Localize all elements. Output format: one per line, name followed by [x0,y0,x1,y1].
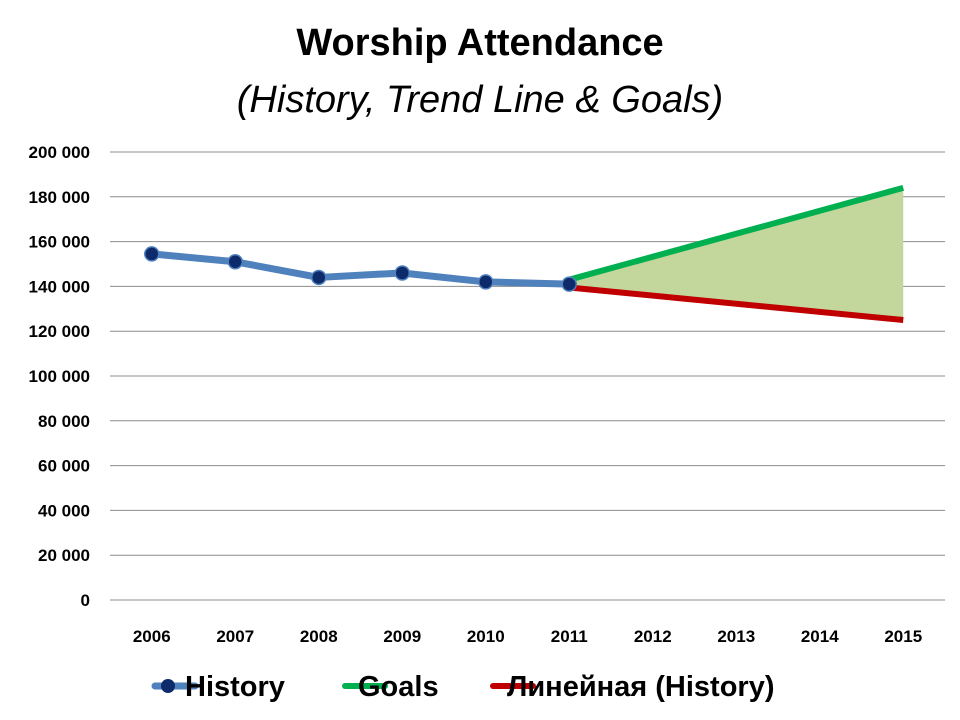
legend-marker [161,679,175,693]
y-tick-label: 140 000 [29,277,90,296]
history-point [144,246,160,262]
y-tick-label: 180 000 [29,188,90,207]
legend-label: History [185,671,285,703]
y-tick-label: 20 000 [38,546,90,565]
x-tick-label: 2011 [551,627,588,646]
history-point [478,274,494,290]
goal-range-fill [569,187,904,320]
history-point [561,276,577,292]
series-lines [151,184,905,323]
y-tick-label: 40 000 [38,501,90,520]
history-point [227,254,243,270]
y-tick-label: 60 000 [38,457,90,476]
x-tick-label: 2009 [383,627,421,646]
history-point [394,265,410,281]
legend-label: Линейная (History) [507,671,775,703]
history-markers [144,246,577,292]
x-tick-label: 2008 [300,627,338,646]
y-tick-label: 100 000 [29,367,90,386]
x-axis-tick-labels: 2006 2007 2008 2009 2010 2011 2012 2013 2014 2015 [133,627,922,646]
y-axis-tick-labels: 0 20 000 40 000 60 000 80 000 100 000 120 000 1… [29,143,90,610]
legend-label: Goals [358,671,439,703]
x-tick-label: 2010 [467,627,505,646]
history-line [151,250,570,288]
y-tick-label: 120 000 [29,322,90,341]
goals-line [568,184,905,283]
legend-history: History [151,671,285,703]
x-tick-label: 2014 [801,627,839,646]
y-tick-label: 200 000 [29,143,90,162]
chart-title: Worship Attendance [296,22,663,64]
x-tick-label: 2015 [884,627,922,646]
y-tick-label: 0 [81,591,90,610]
trend-line [568,284,904,323]
legend-goals: Goals [342,671,439,703]
gridlines [110,151,945,601]
y-tick-label: 160 000 [29,233,90,252]
history-point [311,269,327,286]
x-tick-label: 2013 [717,627,755,646]
y-tick-label: 80 000 [38,412,90,431]
legend-trend: Линейная (History) [490,671,775,703]
legend: History Goals Линейная (History) [151,671,775,703]
x-tick-label: 2006 [133,627,171,646]
x-tick-label: 2007 [216,627,254,646]
x-tick-label: 2012 [634,627,672,646]
goal-range-area [569,187,904,320]
chart-subtitle: (History, Trend Line & Goals) [237,79,723,121]
